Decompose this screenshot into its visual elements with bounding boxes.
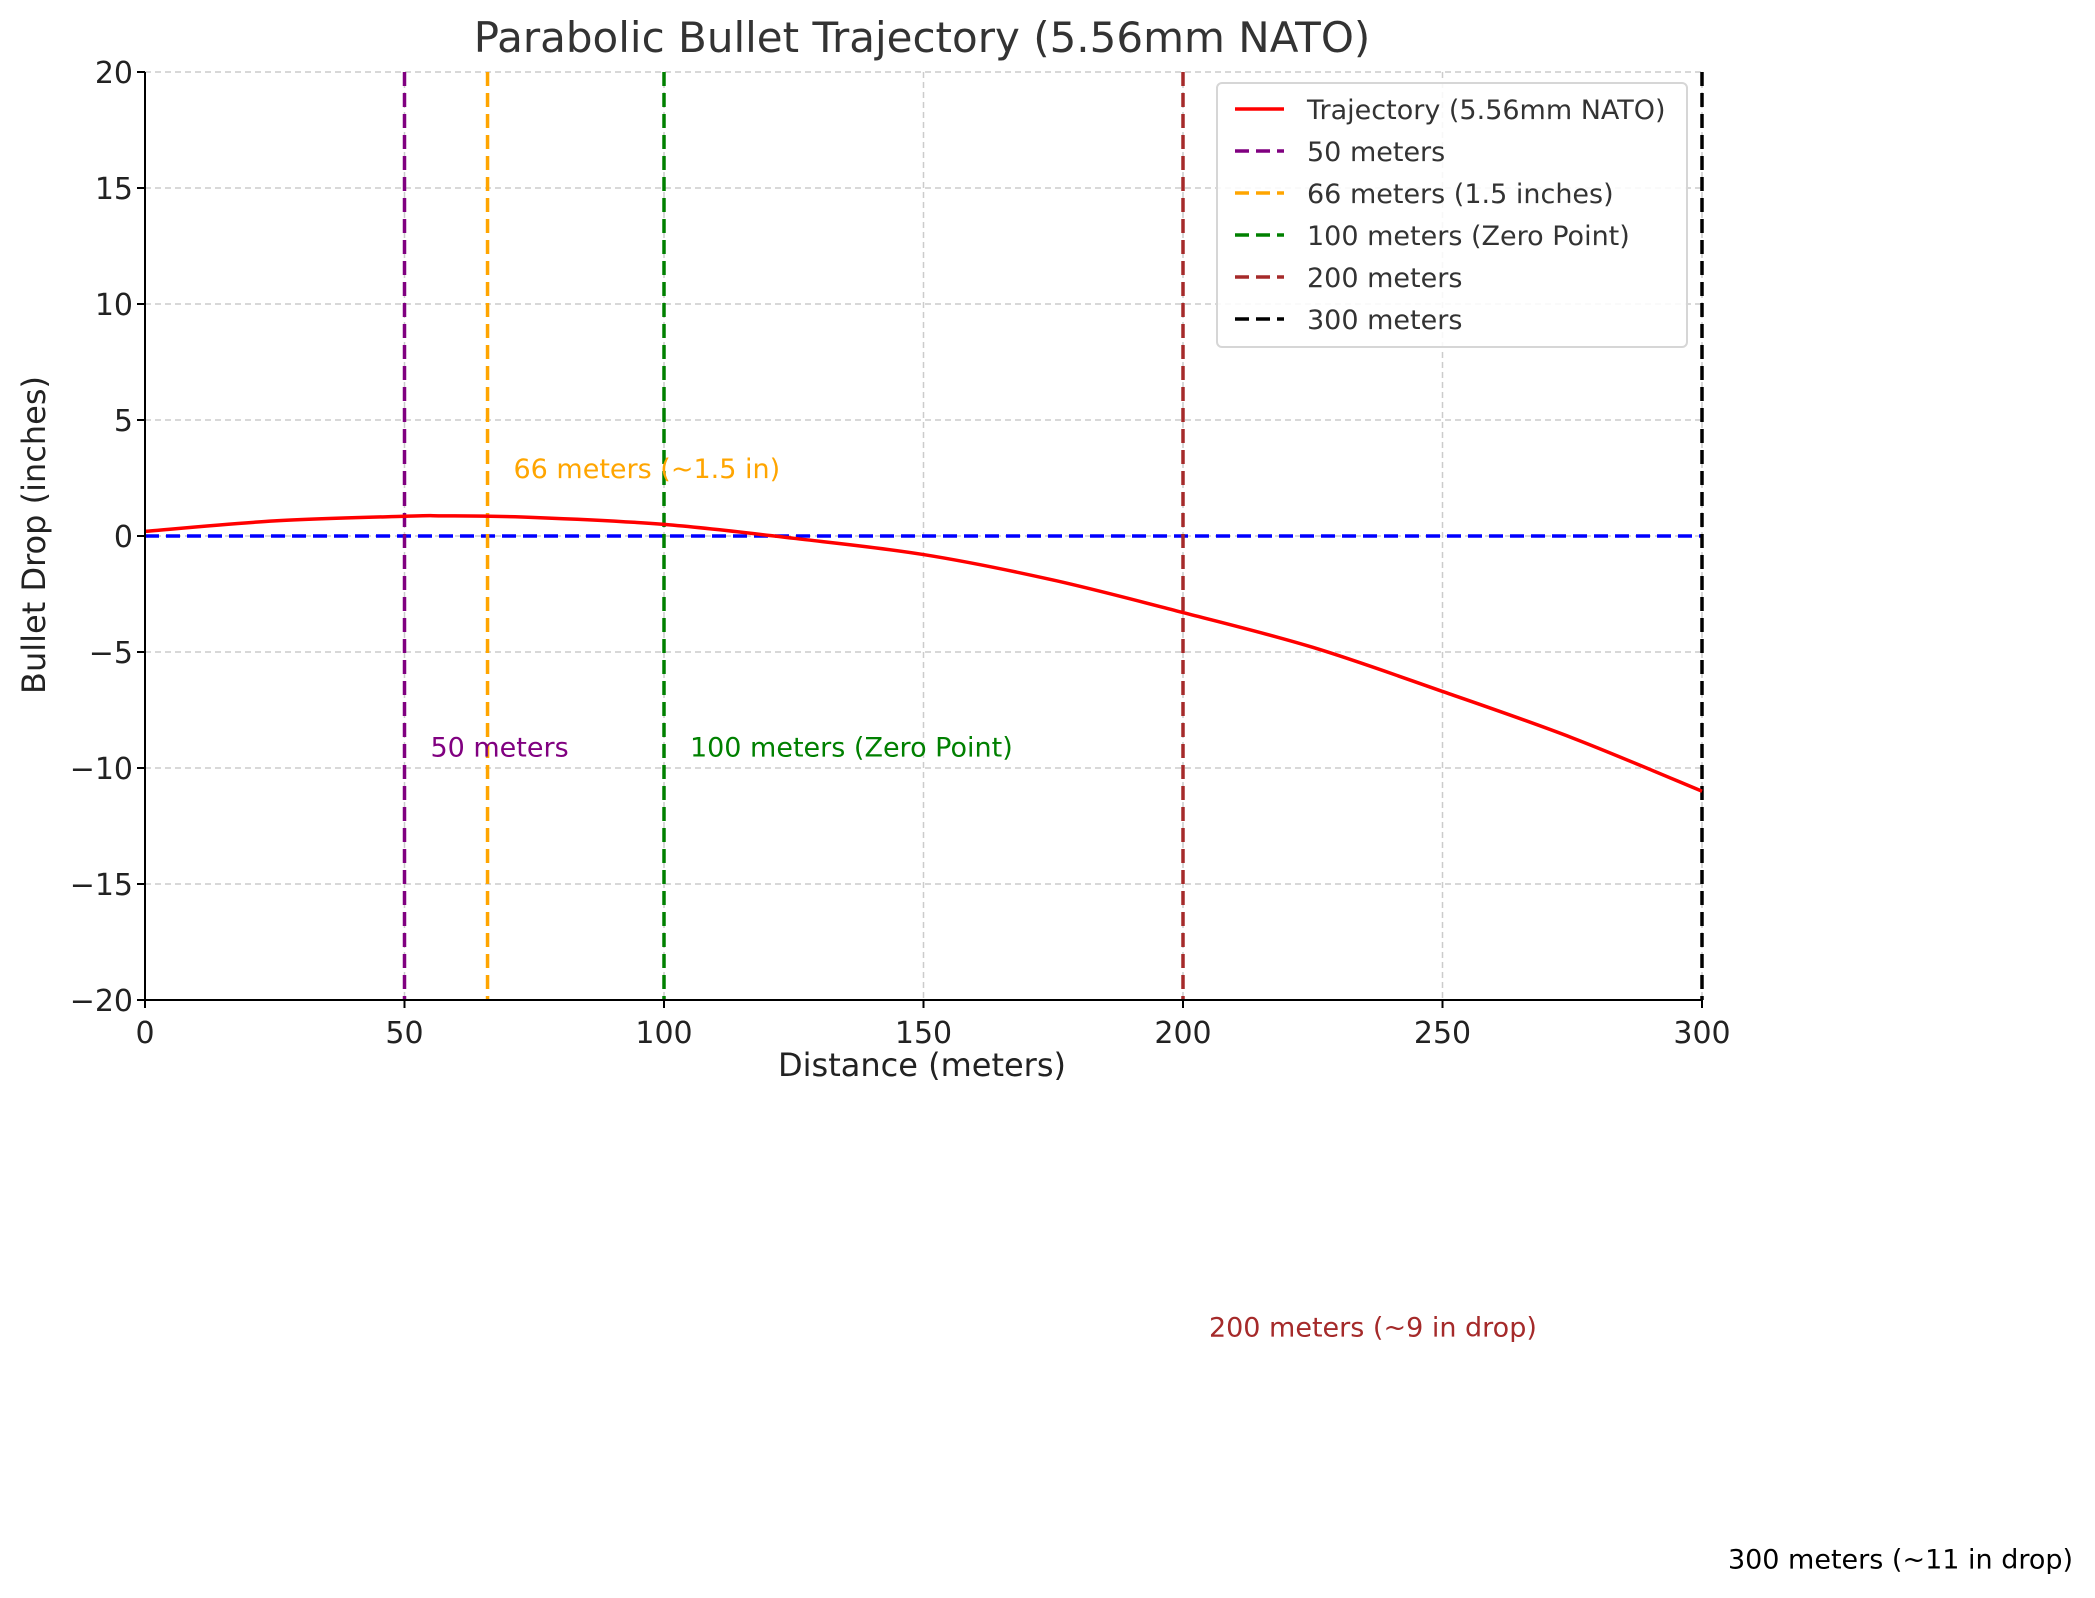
annotation-label: 66 meters (~1.5 in) <box>513 454 780 485</box>
chart-title: Parabolic Bullet Trajectory (5.56mm NATO… <box>474 13 1371 62</box>
legend-label: 300 meters <box>1307 305 1462 336</box>
legend-label: 200 meters <box>1307 263 1462 294</box>
annotations: 66 meters (~1.5 in) 50 meters 100 meters (… <box>430 454 2073 1575</box>
y-axis-title: Bullet Drop (inches) <box>15 376 53 694</box>
legend-label: 50 meters <box>1307 137 1445 168</box>
x-tick-label: 250 <box>1414 1016 1471 1051</box>
y-tick-label: 0 <box>114 520 133 555</box>
x-tick-label: 50 <box>385 1016 423 1051</box>
legend: Trajectory (5.56mm NATO) 50 meters 66 mete… <box>1216 82 1688 348</box>
annotation-label: 200 meters (~9 in drop) <box>1209 1312 1537 1343</box>
y-tick-label: 15 <box>95 172 133 207</box>
x-tick-label: 0 <box>135 1016 154 1051</box>
x-axis-title: Distance (meters) <box>778 1046 1066 1084</box>
series-layer <box>144 513 1703 793</box>
axes <box>137 71 1703 1008</box>
legend-label: Trajectory (5.56mm NATO) <box>1306 95 1666 126</box>
y-tick-label: −10 <box>70 752 133 787</box>
annotation-label: 300 meters (~11 in drop) <box>1728 1544 2073 1575</box>
y-tick-label: 5 <box>114 404 133 439</box>
tick-labels: 0 50 100 150 200 250 300 −20 −15 −10 −5 0 5 10 15 20 <box>70 56 1731 1051</box>
y-tick-label: −20 <box>70 984 133 1019</box>
y-tick-label: 10 <box>95 288 133 323</box>
legend-box <box>1216 82 1688 348</box>
x-tick-label: 300 <box>1673 1016 1730 1051</box>
legend-label: 100 meters (Zero Point) <box>1307 221 1630 252</box>
legend-label: 66 meters (1.5 inches) <box>1307 179 1614 210</box>
trajectory-series-line <box>144 513 1703 793</box>
annotation-label: 50 meters <box>430 732 568 763</box>
x-tick-label: 100 <box>635 1016 692 1051</box>
annotation-label: 100 meters (Zero Point) <box>690 732 1013 763</box>
y-tick-label: −5 <box>89 636 133 671</box>
x-tick-label: 150 <box>895 1016 952 1051</box>
x-tick-label: 200 <box>1154 1016 1211 1051</box>
reference-lines <box>145 72 1704 1000</box>
y-tick-label: 20 <box>95 56 133 91</box>
y-tick-label: −15 <box>70 868 133 903</box>
